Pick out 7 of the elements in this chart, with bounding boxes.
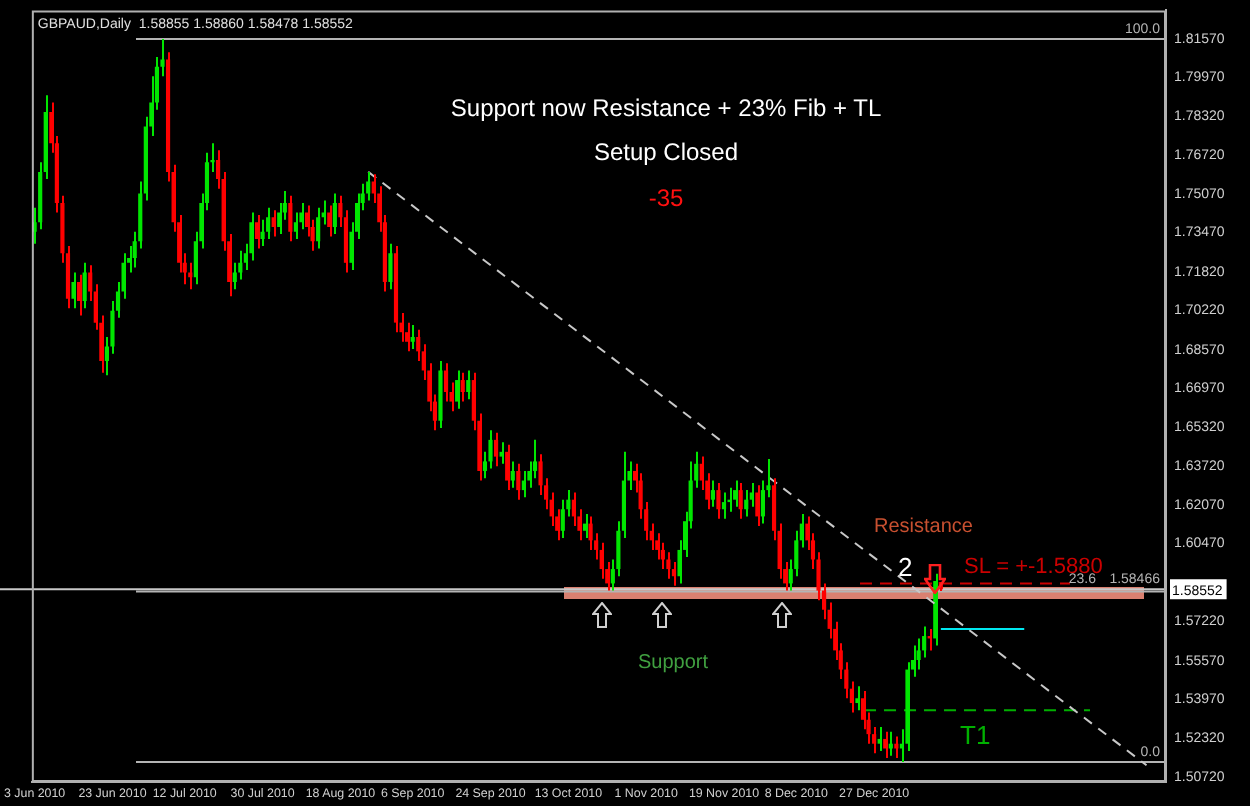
annotation: Support [638,652,709,674]
annotation: 2 [898,552,913,582]
annotation: Support now Resistance + 23% Fib + TL [450,94,882,122]
annotation: Resistance [874,516,974,538]
annotation: -35 [648,184,684,212]
ref-line-label: T1 [960,720,991,751]
annotation: Setup Closed [593,138,739,166]
